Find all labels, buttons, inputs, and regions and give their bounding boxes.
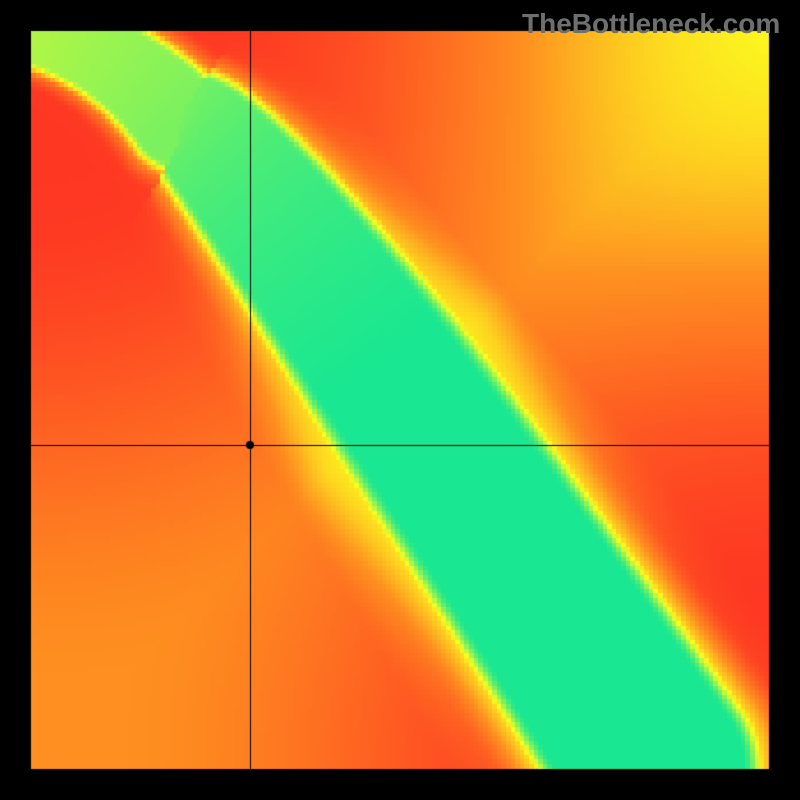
chart-container: TheBottleneck.com bbox=[0, 0, 800, 800]
overlay-canvas bbox=[0, 0, 800, 800]
watermark-label: TheBottleneck.com bbox=[522, 8, 780, 40]
